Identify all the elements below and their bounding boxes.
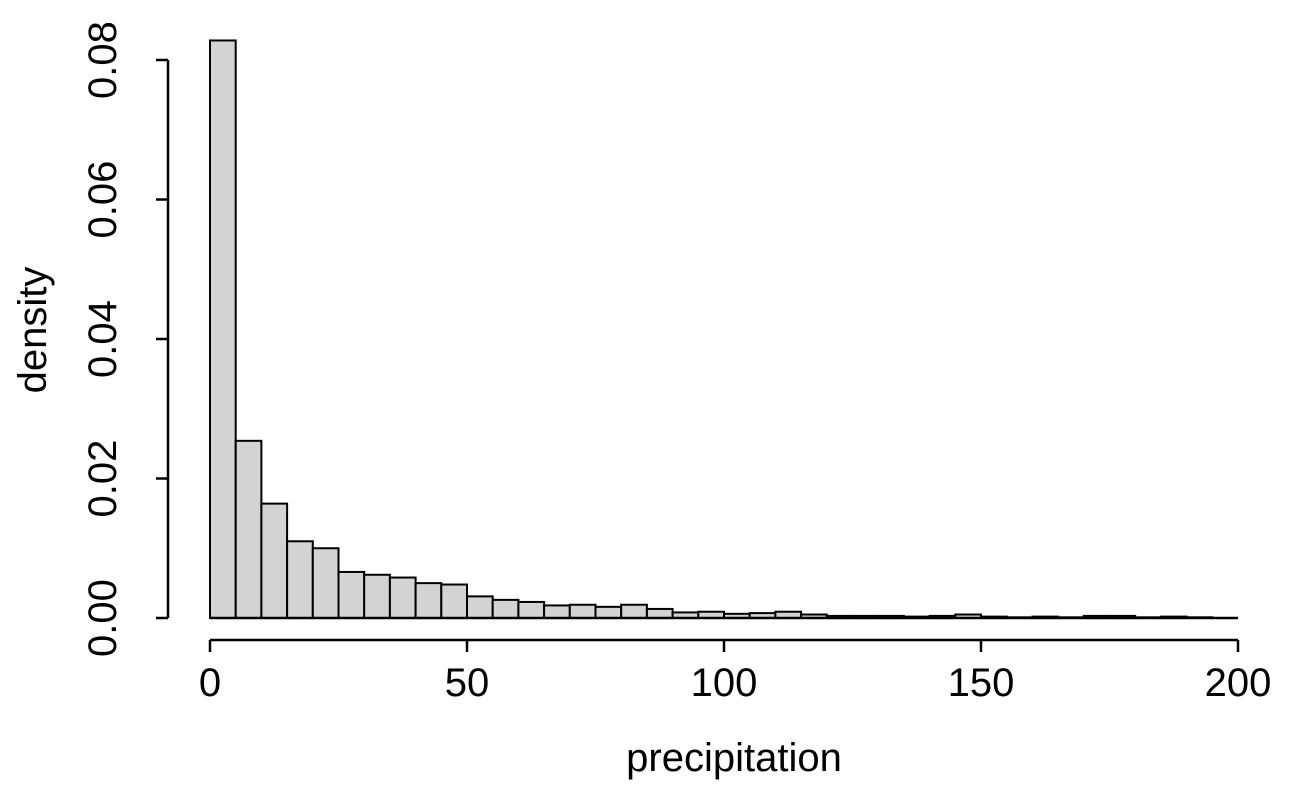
histogram-bar (286, 540, 314, 620)
x-tick-label: 0 (199, 661, 221, 705)
y-tick-label: 0.08 (81, 21, 125, 99)
histogram-bar (568, 603, 597, 619)
histogram-bar (234, 439, 263, 619)
histogram-bar (260, 502, 289, 619)
histogram-bar (363, 573, 391, 620)
y-axis-title: density (11, 267, 55, 394)
y-tick-label: 0.02 (81, 440, 125, 518)
x-axis-title: precipitation (626, 736, 842, 780)
y-tick-label: 0.00 (81, 579, 125, 657)
histogram-bar (337, 570, 366, 620)
y-tick-label: 0.04 (81, 300, 125, 378)
histogram-bar (491, 598, 520, 619)
x-tick-label: 150 (948, 661, 1015, 705)
histogram-bars (209, 39, 1238, 620)
histogram-bar (594, 605, 623, 620)
y-axis: 0.00 0.02 0.04 0.06 0.08 (81, 21, 170, 657)
x-tick-label: 100 (691, 661, 758, 705)
histogram-bar (209, 39, 237, 620)
histogram-bar (543, 604, 571, 620)
histogram-bar (440, 583, 468, 620)
histogram-bar (620, 603, 648, 619)
histogram-bar (414, 582, 443, 619)
x-tick-label: 50 (445, 661, 490, 705)
histogram-bar (311, 547, 340, 619)
histogram-bar (645, 607, 674, 619)
x-axis: 0 50 100 150 200 (199, 638, 1272, 705)
histogram-bar (517, 600, 546, 620)
x-tick-label: 200 (1205, 661, 1272, 705)
histogram-bar (466, 595, 494, 620)
y-tick-label: 0.06 (81, 161, 125, 239)
histogram-bar (388, 576, 417, 619)
